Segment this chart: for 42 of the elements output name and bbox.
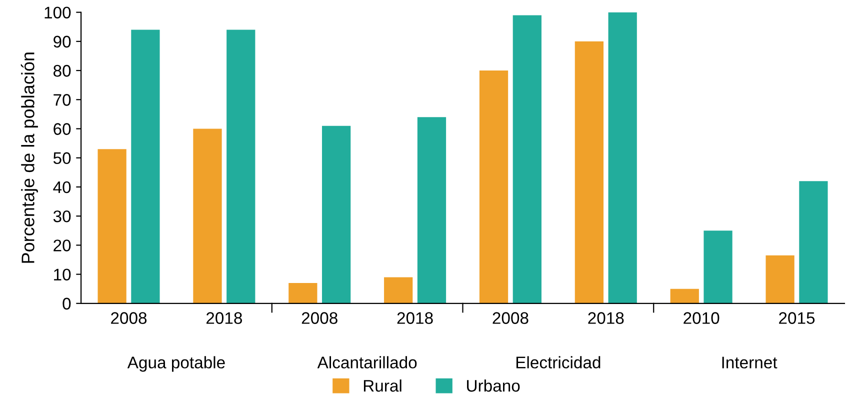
- bar: [799, 181, 828, 304]
- y-tick-label: 20: [54, 240, 71, 252]
- legend-label: Rural: [364, 379, 402, 392]
- bar: [384, 277, 413, 304]
- x-tick-label: 2008: [302, 312, 338, 324]
- x-tick-label: 2015: [779, 312, 815, 324]
- y-tick-label: 30: [53, 210, 71, 222]
- bar: [98, 149, 126, 304]
- y-tick-label: 60: [54, 123, 71, 135]
- x-tick-label: 2018: [588, 312, 624, 324]
- bar: [670, 288, 699, 304]
- y-tick-label: 10: [54, 268, 71, 280]
- bar: [322, 126, 351, 304]
- text: Internet: [722, 356, 778, 368]
- y-tick-label: 50: [53, 152, 71, 164]
- bar: [574, 41, 604, 304]
- text: Alcantarillado: [317, 356, 417, 368]
- y-tick-label: 0: [62, 298, 71, 310]
- x-tick-label: 2010: [684, 312, 720, 324]
- y-tick-label: 100: [44, 6, 71, 19]
- x-tick-label: 2018: [397, 312, 433, 324]
- bar: [608, 12, 637, 304]
- y-axis-title: Porcentaje de la población: [20, 52, 38, 263]
- y-tick-label: 40: [53, 181, 71, 194]
- bar: [512, 15, 542, 304]
- y-tick-label: 90: [54, 36, 71, 48]
- text: Agua potable: [127, 356, 225, 372]
- bar: [704, 230, 732, 304]
- bar: [479, 70, 508, 304]
- text: Electricidad: [516, 356, 600, 368]
- y-tick-label: 80: [54, 64, 71, 77]
- bar: [766, 255, 794, 304]
- x-tick-label: 2008: [111, 312, 147, 324]
- bar: [417, 117, 446, 304]
- bar: [288, 283, 318, 304]
- legend-label: Urbano: [467, 379, 520, 392]
- y-tick-label: 70: [54, 94, 71, 106]
- x-tick-label: 2008: [492, 312, 528, 324]
- bar: [193, 128, 222, 304]
- x-tick-label: 2018: [206, 312, 242, 324]
- bar: [131, 30, 160, 304]
- bar: [226, 30, 256, 304]
